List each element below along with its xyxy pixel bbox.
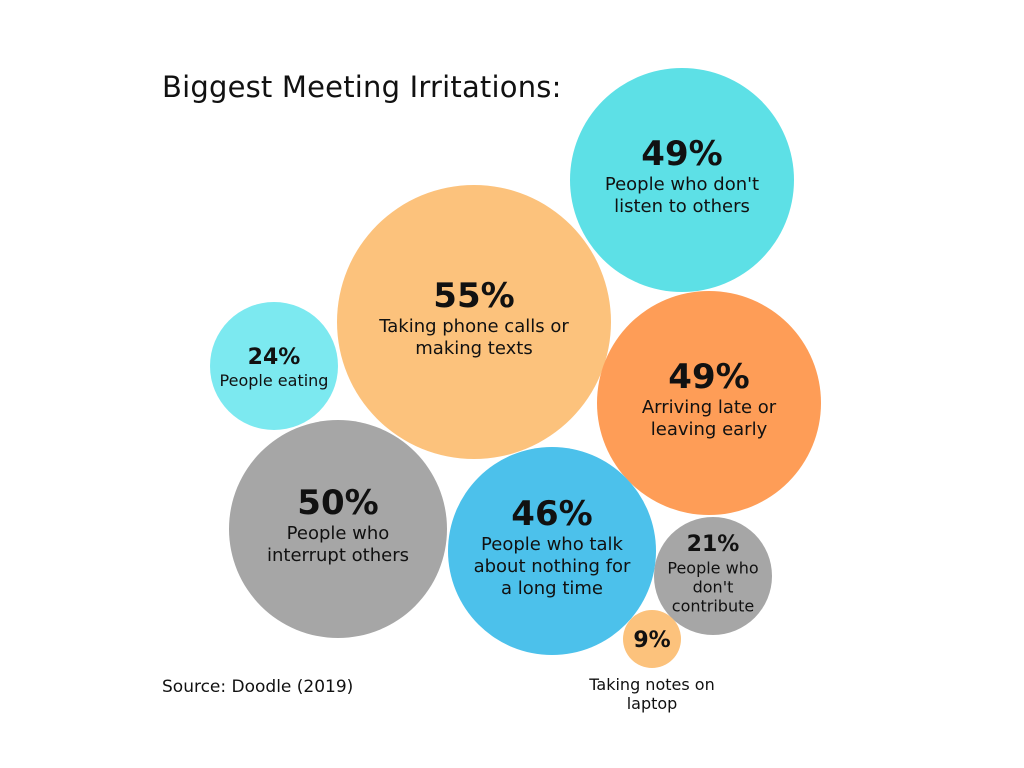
bubble bbox=[210, 302, 338, 430]
bubble-label: contribute bbox=[672, 596, 754, 615]
bubble-value: 55% bbox=[433, 276, 514, 316]
bubble-label: People eating bbox=[220, 371, 329, 390]
bubble-value: 46% bbox=[511, 494, 592, 534]
bubble-value: 21% bbox=[687, 532, 740, 557]
bubble-value: 24% bbox=[248, 345, 301, 370]
bubble-label: listen to others bbox=[614, 196, 750, 217]
bubble-label: about nothing for bbox=[474, 556, 631, 577]
bubble-value: 50% bbox=[297, 483, 378, 523]
bubble bbox=[623, 610, 681, 668]
bubble-value: 49% bbox=[641, 134, 722, 174]
bubble-label: People who talk bbox=[481, 534, 623, 555]
bubble-label: don't bbox=[693, 577, 734, 596]
bubble-label: People who bbox=[667, 558, 758, 577]
bubble-label: People who don't bbox=[605, 174, 759, 195]
bubble bbox=[337, 185, 611, 459]
bubble-label: a long time bbox=[501, 578, 603, 599]
bubble-label: interrupt others bbox=[267, 545, 409, 566]
bubble-label: making texts bbox=[415, 338, 532, 359]
bubble bbox=[229, 420, 447, 638]
bubble-value: 9% bbox=[633, 628, 670, 653]
bubble-label: People who bbox=[287, 523, 390, 544]
bubble-label: Arriving late or bbox=[642, 397, 777, 418]
bubble bbox=[448, 447, 656, 655]
chart-title: Biggest Meeting Irritations: bbox=[162, 70, 562, 104]
bubble-value: 49% bbox=[668, 357, 749, 397]
bubble bbox=[570, 68, 794, 292]
bubble-label: Taking phone calls or bbox=[378, 316, 569, 337]
bubble bbox=[654, 517, 772, 635]
bubble bbox=[597, 291, 821, 515]
bubble-label: Taking notes on bbox=[588, 675, 714, 694]
source-note: Source: Doodle (2019) bbox=[162, 677, 354, 697]
bubble-label: laptop bbox=[627, 694, 678, 713]
bubble-group: 24%People eating bbox=[210, 302, 338, 430]
bubble-label: leaving early bbox=[651, 419, 768, 440]
